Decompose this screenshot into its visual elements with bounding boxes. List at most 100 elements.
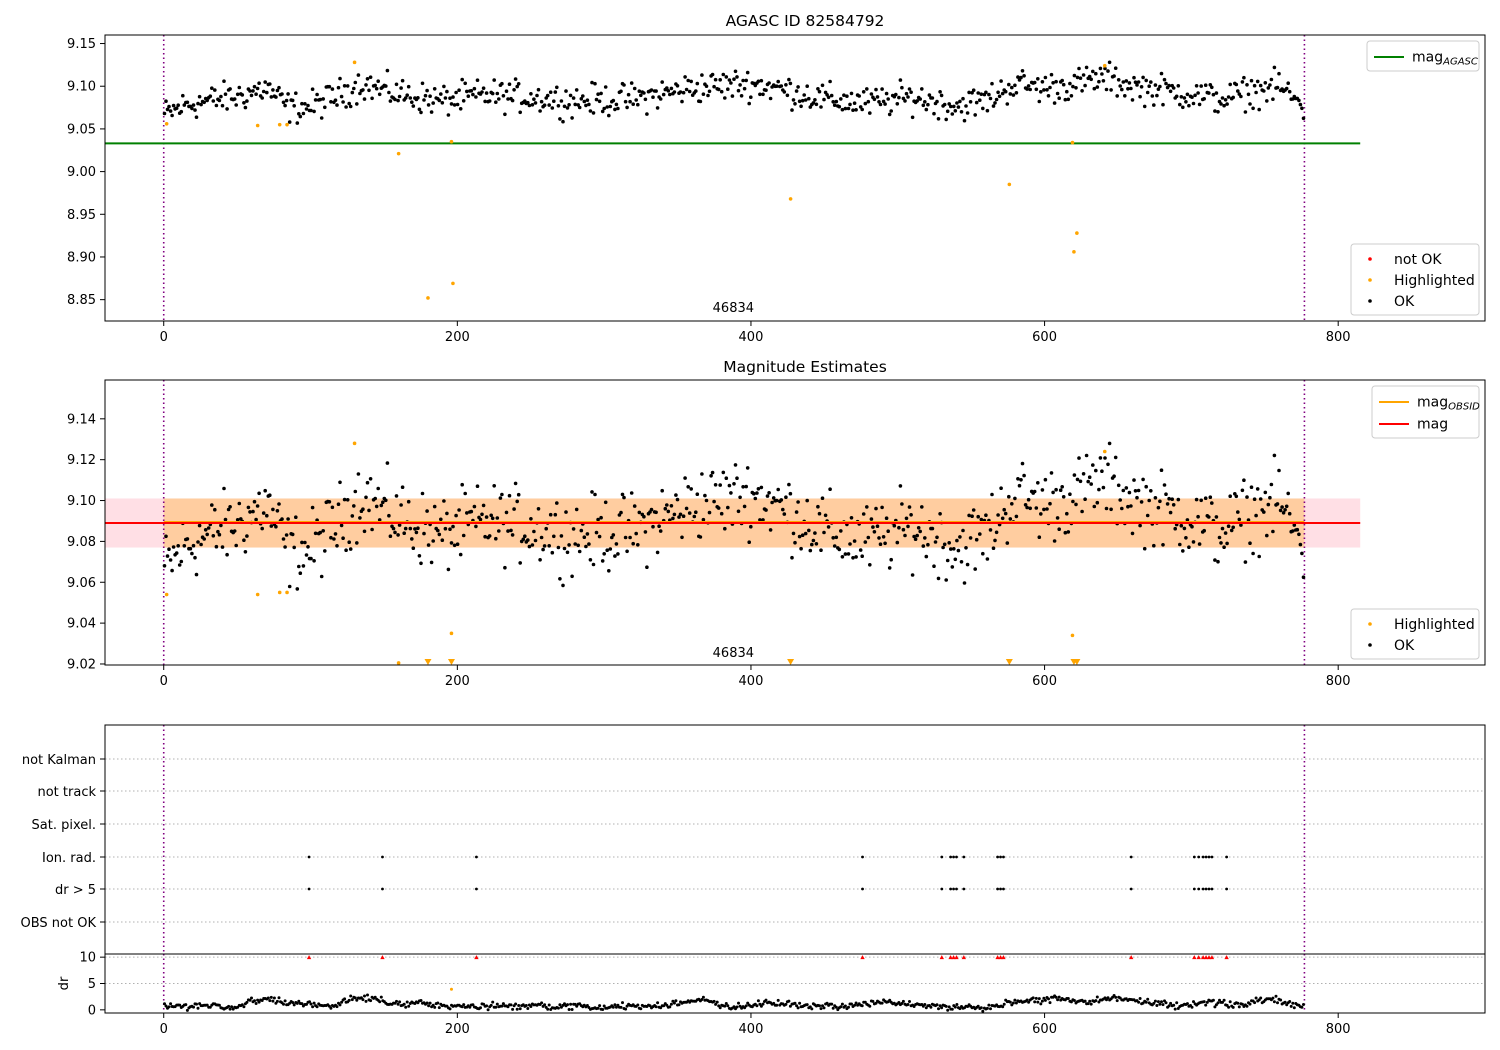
data-point (1138, 523, 1142, 528)
data-point (1252, 83, 1257, 88)
data-point (339, 94, 344, 99)
data-point (1295, 527, 1300, 532)
data-point (1202, 1000, 1206, 1004)
data-point (880, 505, 884, 510)
data-point (440, 538, 445, 542)
data-point (333, 98, 338, 102)
data-point (1160, 1000, 1163, 1004)
data-point (268, 82, 272, 86)
data-point (185, 100, 190, 105)
data-point (602, 1004, 606, 1008)
data-point (352, 441, 357, 446)
data-point (548, 90, 553, 94)
data-point (1098, 456, 1103, 460)
data-point (527, 544, 532, 549)
data-point (820, 83, 825, 88)
data-point (727, 78, 732, 82)
data-point (269, 95, 274, 99)
data-point (1058, 488, 1063, 493)
data-point (419, 561, 423, 566)
data-point (1028, 506, 1032, 511)
data-point (347, 101, 352, 106)
data-point (203, 528, 208, 532)
data-point (1080, 89, 1084, 93)
y-tick-label: 5 (88, 977, 96, 992)
data-point (410, 100, 414, 104)
data-point (304, 107, 309, 111)
data-point (952, 547, 956, 551)
data-point-triangle (939, 955, 945, 960)
data-point (810, 542, 814, 547)
data-point (865, 505, 869, 509)
data-point (1176, 84, 1181, 88)
data-point (393, 530, 397, 535)
data-point (776, 487, 780, 492)
data-point (1005, 102, 1010, 106)
data-point (374, 504, 379, 509)
flag-event-point (999, 855, 1002, 859)
data-point (1190, 524, 1194, 529)
data-point (254, 517, 258, 522)
data-point (1302, 1003, 1305, 1006)
flag-event-point (1210, 887, 1214, 891)
data-point (1034, 87, 1039, 92)
data-point (1124, 486, 1129, 490)
data-point (657, 524, 661, 528)
data-point (439, 517, 443, 522)
data-point (878, 102, 883, 107)
data-point (712, 499, 716, 504)
data-point (714, 1002, 718, 1006)
data-point (619, 510, 623, 515)
data-point (1077, 66, 1081, 71)
data-point (1283, 1000, 1287, 1004)
data-point (965, 562, 970, 567)
data-point (787, 77, 791, 82)
data-point (1190, 95, 1194, 99)
data-point (460, 77, 465, 82)
data-point (211, 534, 216, 538)
data-point (601, 1008, 605, 1011)
data-point (1065, 511, 1069, 516)
data-point-triangle (1001, 955, 1006, 960)
data-point (926, 542, 930, 547)
data-point (379, 995, 383, 999)
data-point (349, 994, 353, 998)
data-point (574, 507, 579, 512)
legend-label: magOBSID (1417, 395, 1480, 413)
data-point (596, 1006, 600, 1010)
data-point (1291, 1001, 1295, 1005)
data-point (793, 540, 797, 545)
data-point (655, 550, 660, 555)
data-point (613, 107, 617, 112)
data-point (933, 540, 938, 544)
data-point (1118, 84, 1122, 88)
data-point (822, 530, 826, 535)
data-point (348, 547, 353, 551)
data-point (1149, 80, 1153, 84)
data-point (784, 83, 788, 87)
data-point (561, 583, 565, 588)
data-point (455, 542, 460, 546)
data-point (532, 529, 536, 534)
data-point (680, 99, 684, 104)
data-point (665, 503, 669, 507)
data-point (220, 545, 225, 549)
data-point (294, 91, 298, 95)
data-point (603, 500, 608, 505)
data-point (840, 1002, 844, 1006)
data-point (1243, 110, 1248, 114)
data-point (1251, 551, 1255, 556)
data-point (176, 544, 180, 548)
data-point (240, 1003, 244, 1007)
data-point (192, 1005, 195, 1009)
data-point (1094, 71, 1098, 76)
data-point (526, 538, 530, 542)
data-point (443, 526, 448, 531)
data-point (397, 94, 402, 99)
data-point (625, 105, 629, 110)
data-point (1135, 495, 1139, 500)
data-point (674, 999, 678, 1003)
data-point (1185, 1002, 1189, 1006)
data-point (584, 103, 588, 108)
data-point (826, 95, 831, 100)
